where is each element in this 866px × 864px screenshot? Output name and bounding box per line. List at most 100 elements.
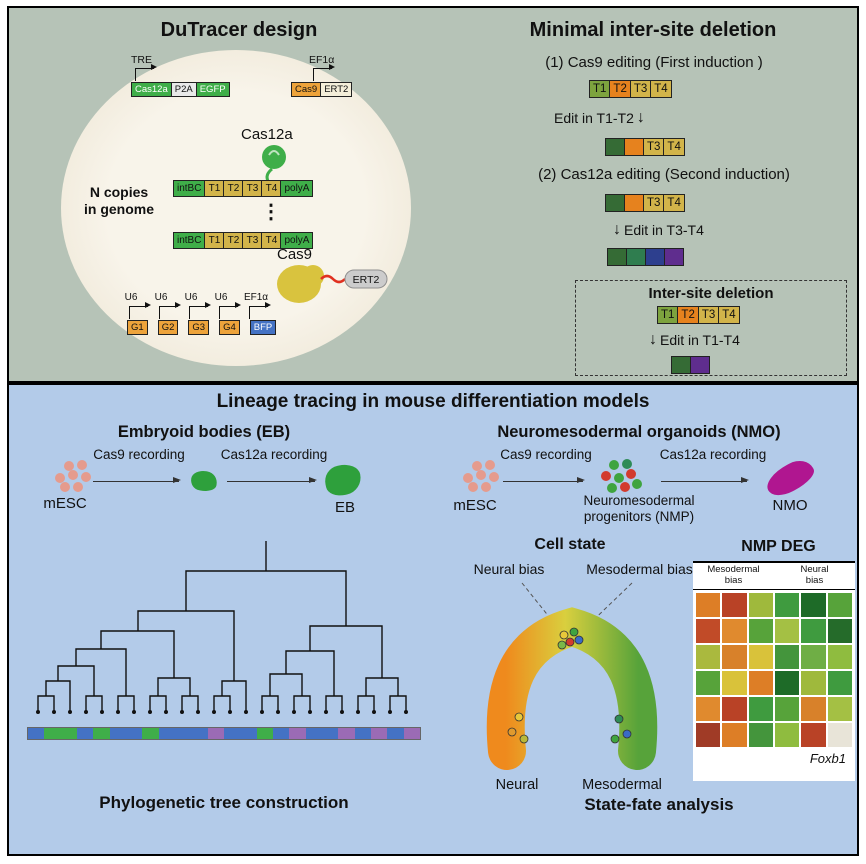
- u6-label-1: U6: [124, 292, 138, 303]
- down-arrow-icon: ↓: [636, 109, 645, 126]
- cas9-ert2-construct: Cas9 ERT2: [291, 82, 353, 97]
- arrow-right-icon: [661, 477, 749, 484]
- segment-box: BFP: [249, 320, 277, 335]
- segment-box: T3: [629, 80, 652, 98]
- segment-box: T3: [643, 138, 665, 156]
- segment-box: [607, 248, 627, 266]
- deletion-array-after-cas9: T3 T4: [605, 138, 685, 156]
- segment-box: [690, 356, 710, 374]
- heatmap-cell: [722, 722, 747, 747]
- heatmap-cell: [696, 696, 721, 721]
- segment-box: T1: [204, 232, 225, 249]
- heatmap-cell: [775, 592, 800, 617]
- cas9-protein-label: Cas9: [277, 246, 313, 263]
- ert2-tag-pill: [344, 269, 388, 289]
- segment-box: T3: [697, 306, 720, 324]
- neural-label: Neural: [495, 777, 539, 793]
- segment-box: [645, 248, 665, 266]
- edit-intersite-label: Edit in T1-T4: [660, 332, 740, 348]
- heatmap-column-headers: Mesodermal bias Neural bias: [693, 561, 855, 590]
- tree-caption: Phylogenetic tree construction: [99, 793, 349, 812]
- deletion-array-final: [607, 248, 684, 266]
- segment-box: T2: [223, 232, 244, 249]
- heatmap-cell: [801, 670, 826, 695]
- state-fate-caption: State-fate analysis: [584, 795, 734, 814]
- cas12a-protein-label: Cas12a: [241, 126, 293, 143]
- eb-cas9-recording-label: Cas9 recording: [93, 447, 185, 462]
- clone-bar-segment: [28, 728, 45, 739]
- nmo-cas9-recording-label: Cas9 recording: [500, 447, 592, 462]
- segment-box: [624, 138, 644, 156]
- heatmap-cell: [696, 644, 721, 669]
- heatmap-cell: [748, 644, 773, 669]
- heatmap-cell: [696, 722, 721, 747]
- u6-promoter-arrow-icon: [129, 302, 151, 319]
- heatmap-cell: [827, 670, 852, 695]
- segment-box: G2: [157, 320, 179, 335]
- mesc-cells: [463, 473, 473, 483]
- deletion-title: Minimal inter-site deletion: [529, 19, 777, 41]
- inter-site-title: Inter-site deletion: [648, 285, 774, 302]
- down-arrow-icon: ↓: [649, 331, 657, 348]
- clone-bar-segment: [256, 728, 273, 739]
- segment-box: EGFP: [195, 82, 230, 97]
- heatmap-cell: [748, 592, 773, 617]
- mesodermal-label: Mesodermal: [582, 777, 662, 793]
- u6-label-3: U6: [184, 292, 198, 303]
- deletion-array-initial: T1 T2 T3 T4: [589, 80, 672, 98]
- segment-box: Cas12a: [131, 82, 172, 97]
- inter-site-deletion-box: [575, 280, 847, 376]
- heatmap-col-neural: Neural bias: [800, 564, 829, 586]
- cas12a-protein-icon: [262, 145, 286, 182]
- segment-box: [664, 248, 684, 266]
- heatmap-cell: [827, 592, 852, 617]
- arrow-right-icon: [93, 477, 181, 484]
- heatmap-cell: [722, 670, 747, 695]
- heatmap-cell: [696, 592, 721, 617]
- edit-step-1: Edit in T1-T2 ↓: [554, 109, 645, 127]
- nmo-section-title: Neuromesodermal organoids (NMO): [497, 423, 781, 441]
- heatmap-cell: [827, 696, 852, 721]
- segment-box: T4: [663, 138, 685, 156]
- clone-bar-segment: [321, 728, 339, 739]
- mesodermal-bias-pointer: [579, 582, 633, 634]
- neural-bias-pointer: [521, 582, 563, 634]
- eb-label: EB: [334, 499, 355, 516]
- heatmap-cell: [722, 696, 747, 721]
- cas9-protein-icon: ERT2: [277, 265, 388, 303]
- heatmap-col-mesodermal: Mesodermal bias: [707, 564, 760, 586]
- cas12a-egfp-construct: Cas12a P2A EGFP: [131, 82, 230, 97]
- eb-intermediate-blob: [189, 468, 219, 494]
- heatmap-cell: [801, 592, 826, 617]
- clone-bar-segment: [305, 728, 322, 739]
- arrow-right-icon: [503, 477, 585, 484]
- guide-cassette: G1 G2 G3 G4 BFP: [127, 320, 277, 335]
- clone-bar-segment: [338, 728, 355, 739]
- heatmap-cell: [748, 670, 773, 695]
- heatmap-cell: [696, 670, 721, 695]
- segment-box: [605, 138, 625, 156]
- segment-box: G1: [127, 320, 148, 335]
- clone-bar-segment: [207, 728, 224, 739]
- inter-site-array-initial: T1 T2 T3 T4: [657, 306, 740, 324]
- edit1-label: Edit in T1-T2: [554, 110, 634, 126]
- heatmap-cell: [827, 618, 852, 643]
- nmp-label: Neuromesodermal progenitors (NMP): [583, 493, 695, 525]
- nmo-cas12a-recording-label: Cas12a recording: [659, 447, 767, 462]
- heatmap-cell: [827, 722, 852, 747]
- clone-bar-segment: [289, 728, 306, 739]
- tre-promoter-label: TRE: [131, 54, 152, 66]
- vertical-ellipsis-icon: [261, 206, 281, 218]
- segment-box: intBC: [173, 232, 206, 249]
- cell-state-title: Cell state: [534, 536, 606, 553]
- target-array-copy-1: intBC T1 T2 T3 T4 polyA: [173, 180, 314, 197]
- heatmap-title: NMP DEG: [741, 538, 816, 555]
- down-arrow-icon: ↓: [613, 221, 621, 238]
- tre-promoter-arrow-icon: [135, 64, 157, 81]
- deletion-array-before-cas12a: T3 T4: [605, 194, 685, 212]
- heatmap-grid: [693, 590, 855, 750]
- ef1a-promoter-arrow-icon: [249, 302, 271, 319]
- heatmap-cell: [775, 618, 800, 643]
- lineage-title: Lineage tracing in mouse differentiation…: [216, 391, 650, 412]
